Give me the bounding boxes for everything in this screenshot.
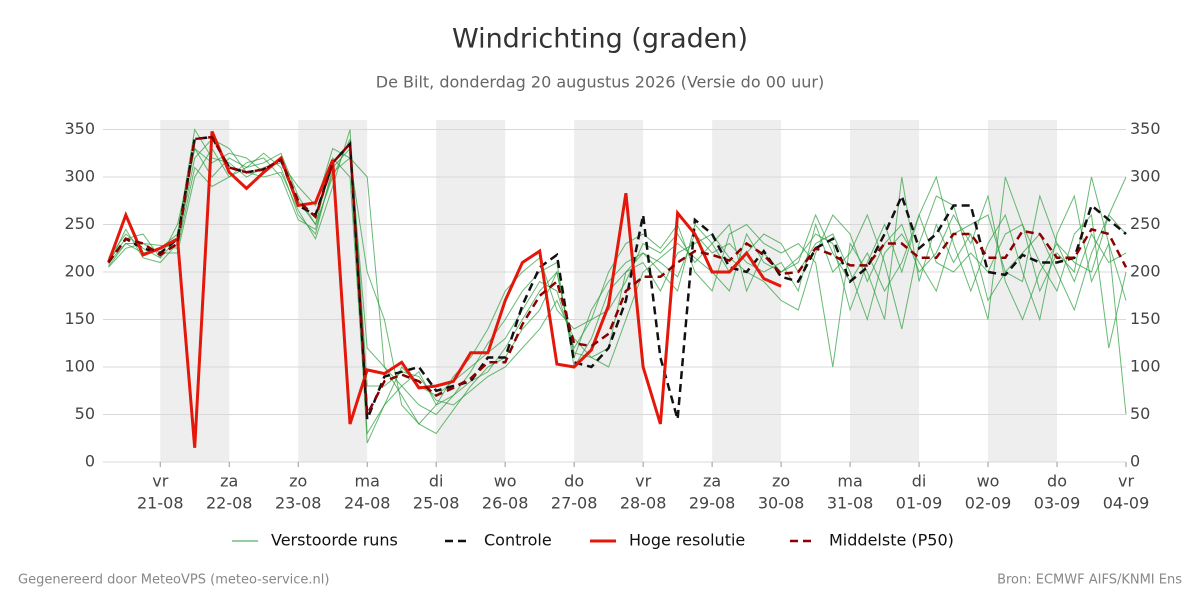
x-tick-label: 30-08 [758, 494, 805, 513]
chart-title: Windrichting (graden) [452, 24, 748, 55]
y2-tick-label: 0 [1130, 452, 1140, 471]
day-band [988, 120, 1058, 462]
y-tick-label: 350 [64, 119, 95, 138]
x-tick-weekday: di [429, 472, 444, 491]
series-line [107, 135, 1127, 420]
y-tick-label: 0 [85, 452, 95, 471]
series-line [107, 135, 1128, 420]
x-tick-label: 04-09 [1103, 494, 1150, 513]
x-tick-label: 25-08 [413, 494, 460, 513]
y-tick-label: 200 [64, 262, 95, 281]
x-tick-weekday: vr [1118, 472, 1134, 491]
x-tick-weekday: wo [494, 472, 517, 491]
legend-label: Verstoorde runs [271, 531, 398, 550]
footer-right: Bron: ECMWF AIFS/KNMI Ens [997, 573, 1182, 588]
y2-tick-label: 150 [1130, 309, 1161, 328]
legend-label: Controle [484, 531, 552, 550]
x-tick-weekday: zo [289, 472, 307, 491]
ensemble-line [108, 147, 1127, 416]
x-tick-label: 23-08 [275, 494, 322, 513]
y2-tick-label: 50 [1130, 404, 1150, 423]
x-tick-weekday: ma [837, 472, 862, 491]
x-tick-label: 26-08 [482, 494, 529, 513]
chart-subtitle: De Bilt, donderdag 20 augustus 2026 (Ver… [376, 73, 824, 92]
y-tick-label: 150 [64, 309, 95, 328]
x-tick-weekday: za [703, 472, 721, 491]
x-tick-label: 31-08 [827, 494, 874, 513]
x-tick-label: 03-09 [1034, 494, 1081, 513]
day-band [160, 120, 230, 462]
y2-tick-label: 100 [1130, 357, 1161, 376]
y2-tick-label: 250 [1130, 214, 1161, 233]
x-tick-label: 02-09 [965, 494, 1012, 513]
x-tick-label: 24-08 [344, 494, 391, 513]
x-tick-weekday: wo [977, 472, 1000, 491]
y-tick-label: 100 [64, 357, 95, 376]
day-band [436, 120, 506, 462]
x-tick-weekday: di [912, 472, 927, 491]
x-tick-label: 21-08 [137, 494, 184, 513]
x-tick-label: 29-08 [689, 494, 736, 513]
x-tick-weekday: do [564, 472, 584, 491]
y2-tick-label: 350 [1130, 119, 1161, 138]
ensemble-line [108, 138, 1127, 444]
y2-tick-label: 300 [1130, 167, 1161, 186]
x-tick-weekday: ma [355, 472, 380, 491]
x-tick-label: 28-08 [620, 494, 667, 513]
x-tick-label: 01-09 [896, 494, 943, 513]
y-tick-label: 250 [64, 214, 95, 233]
legend-label: Middelste (P50) [829, 531, 954, 550]
ensemble-line [108, 157, 1127, 435]
x-tick-weekday: vr [635, 472, 651, 491]
x-tick-label: 22-08 [206, 494, 253, 513]
legend-label: Hoge resolutie [629, 531, 745, 550]
x-tick-weekday: za [220, 472, 238, 491]
footer-left: Gegenereerd door MeteoVPS (meteo-service… [18, 573, 329, 588]
x-tick-weekday: zo [772, 472, 790, 491]
y-tick-label: 50 [75, 404, 95, 423]
x-tick-weekday: do [1047, 472, 1067, 491]
x-tick-label: 27-08 [551, 494, 598, 513]
x-tick-weekday: vr [152, 472, 168, 491]
y2-tick-label: 200 [1130, 262, 1161, 281]
y-tick-label: 300 [64, 167, 95, 186]
